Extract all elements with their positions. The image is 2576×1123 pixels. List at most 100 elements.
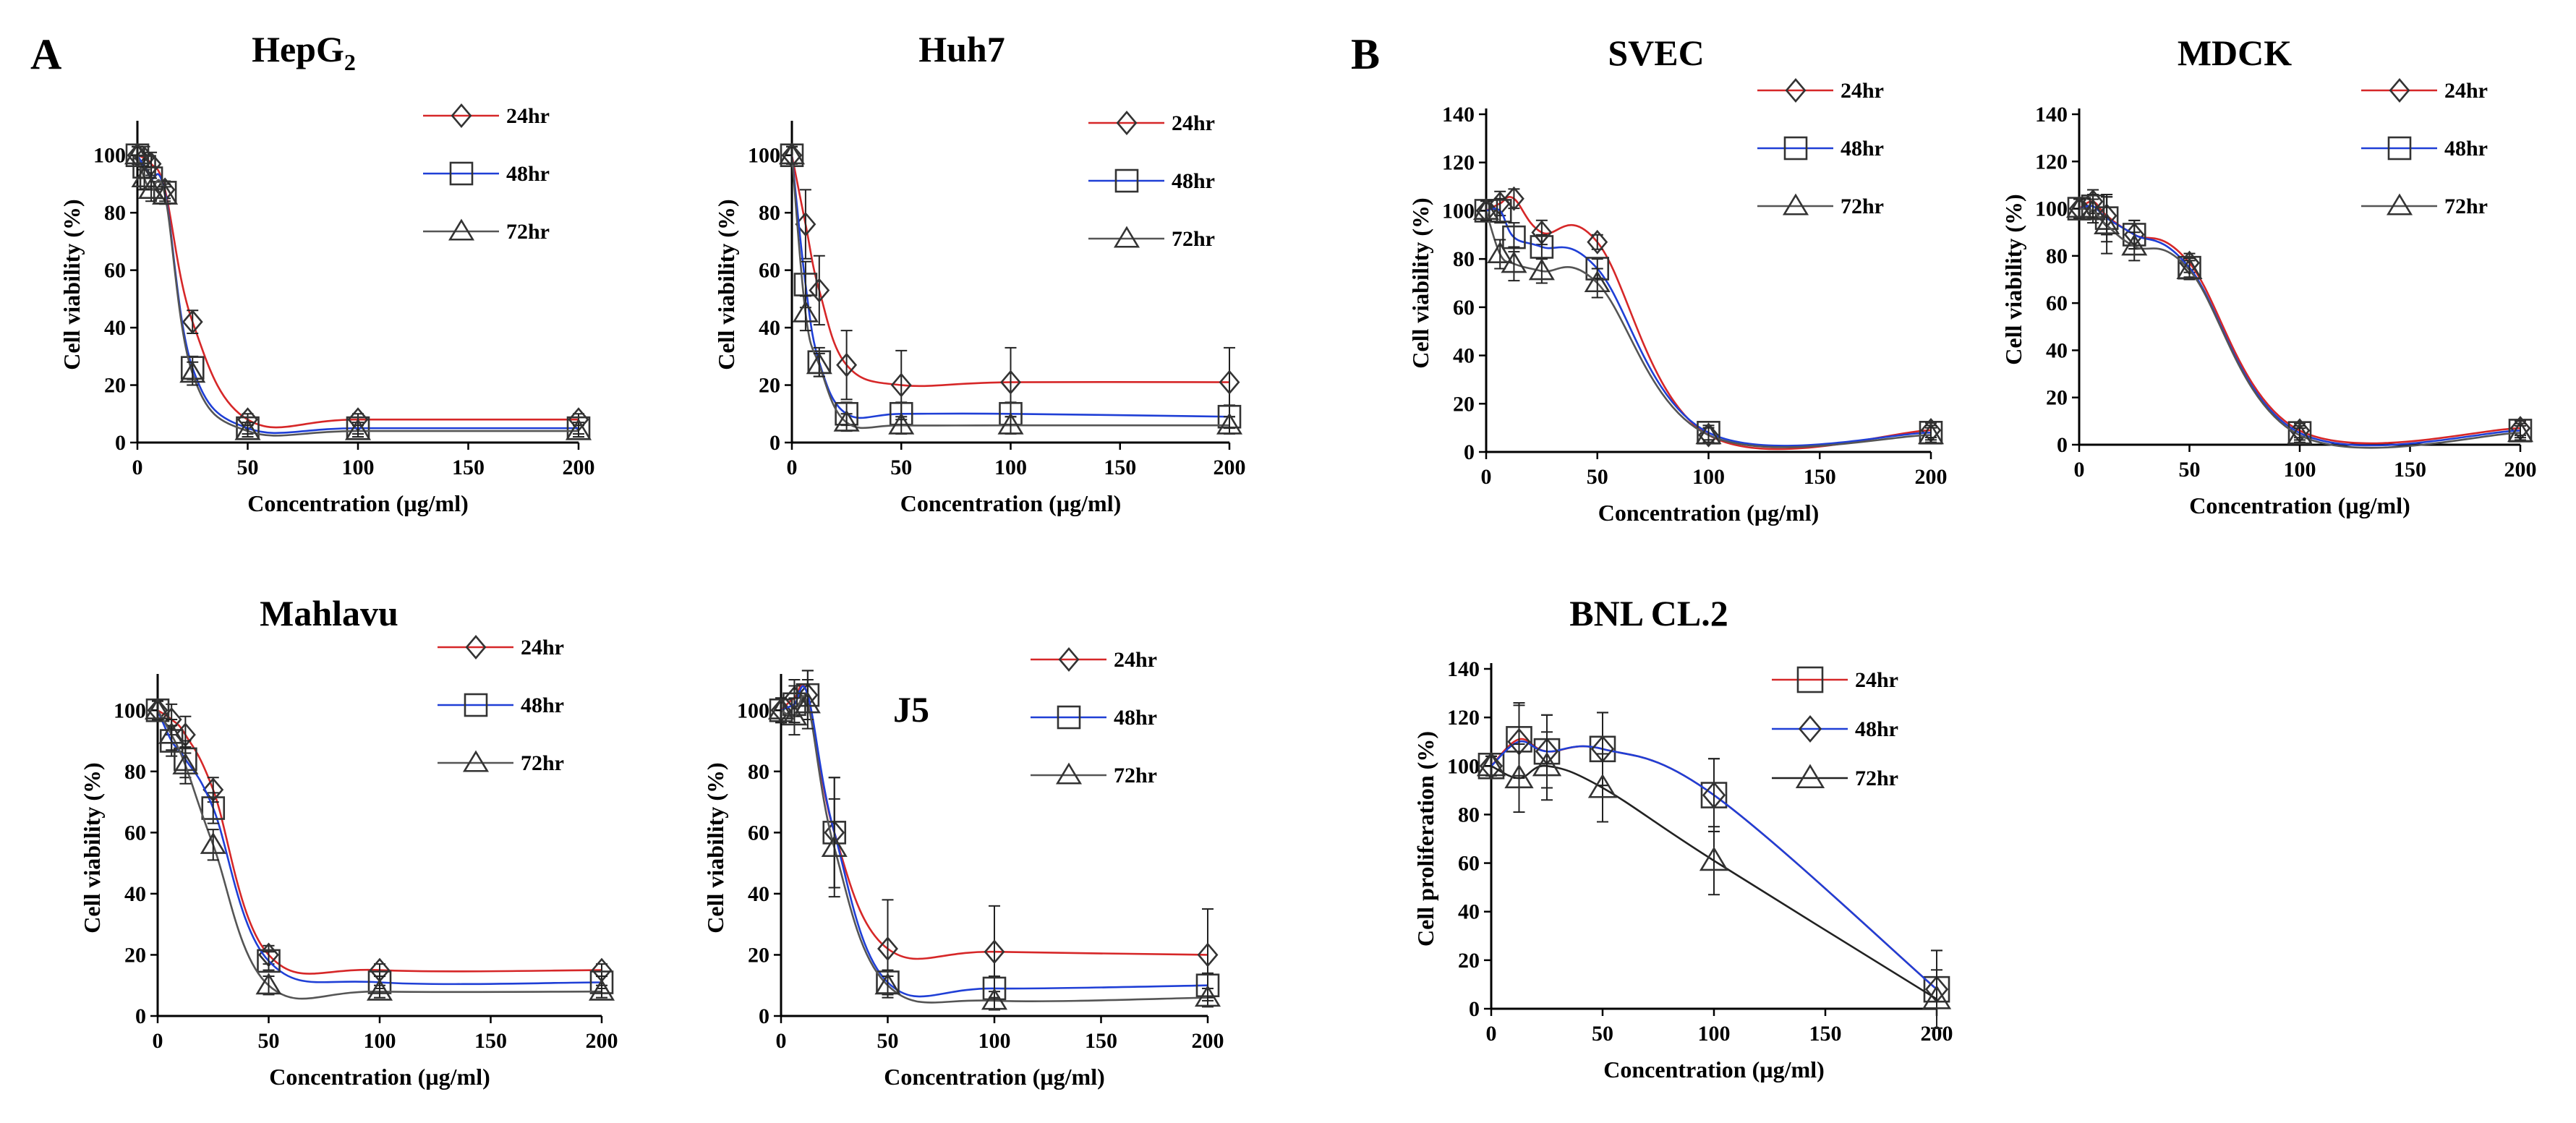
data-point [366, 978, 393, 1001]
legend-marker [1782, 193, 1809, 215]
x-tick-label: 200 [1214, 456, 1246, 479]
y-tick-label: 20 [104, 374, 126, 398]
data-point [1472, 197, 1500, 220]
data-point [179, 361, 206, 383]
x-tick-label: 200 [2504, 458, 2537, 482]
series-line [780, 695, 1208, 1004]
y-tick-label: 80 [759, 201, 780, 225]
legend-label: 24hr [506, 104, 550, 128]
data-point [874, 973, 901, 995]
data-point [1216, 412, 1243, 435]
data-point [2121, 234, 2148, 256]
data-point [794, 691, 821, 714]
legend-label: 48hr [1841, 137, 1884, 161]
x-tick-label: 200 [1915, 465, 1948, 489]
series-24hr: 24hr [1475, 77, 1942, 451]
x-tick-label: 100 [994, 456, 1027, 479]
x-tick-label: 50 [1587, 465, 1608, 489]
legend-label: 24hr [1855, 668, 1898, 692]
data-point [2080, 198, 2107, 221]
x-tick-label: 150 [1104, 456, 1136, 479]
x-tick-label: 50 [237, 456, 259, 479]
x-tick-label: 150 [452, 456, 485, 479]
y-tick-label: 60 [104, 259, 126, 283]
y-tick-label: 0 [769, 431, 780, 455]
legend-marker [1058, 646, 1080, 672]
data-point [1503, 186, 1524, 211]
y-tick-label: 100 [1442, 199, 1475, 223]
series-line [1485, 196, 1932, 451]
data-point [200, 832, 226, 854]
x-tick-label: 0 [787, 456, 798, 479]
legend-marker [462, 750, 490, 772]
y-tick-label: 40 [124, 882, 146, 906]
data-point [997, 412, 1024, 435]
y-tick-label: 40 [104, 316, 126, 340]
data-point [767, 697, 795, 720]
x-tick-label: 100 [364, 1029, 396, 1053]
y-tick-label: 140 [1442, 103, 1475, 127]
legend-marker [1783, 136, 1808, 161]
legend-marker [1785, 77, 1807, 103]
x-tick-label: 50 [1592, 1022, 1613, 1046]
y-tick-label: 40 [759, 316, 780, 340]
y-tick-label: 60 [124, 821, 146, 845]
legend-label: 72hr [1114, 764, 1157, 787]
data-point [152, 182, 179, 205]
series-72hr: 72hr [767, 679, 1221, 1011]
series-line [156, 709, 602, 1000]
y-tick-label: 0 [1464, 440, 1475, 464]
x-tick-label: 150 [2394, 458, 2426, 482]
data-point [1702, 781, 1726, 809]
chart-title: Huh7 [918, 29, 1005, 69]
series-48hr: 48hr [2067, 136, 2533, 447]
data-point [2094, 212, 2120, 234]
series-24hr: 24hr [781, 110, 1240, 421]
data-point [234, 418, 261, 440]
legend-label: 24hr [521, 636, 564, 659]
x-tick-label: 100 [978, 1029, 1011, 1053]
x-tick-label: 0 [153, 1029, 163, 1053]
series-72hr: 72hr [144, 697, 615, 1001]
series-24hr: 24hr [147, 634, 613, 983]
y-axis-label: Cell viability (%) [1407, 197, 1433, 368]
legend-label: 48hr [1855, 717, 1898, 741]
y-tick-label: 80 [124, 760, 146, 784]
y-tick-label: 0 [135, 1004, 146, 1028]
x-axis-label: Concentration (µg/ml) [247, 490, 469, 516]
data-point [1504, 764, 1534, 789]
legend-label: 24hr [1114, 648, 1157, 672]
y-tick-label: 100 [2035, 197, 2068, 221]
data-point [131, 165, 158, 188]
series-72hr: 72hr [778, 142, 1243, 435]
legend-label: 24hr [2444, 79, 2488, 103]
x-tick-label: 150 [1809, 1022, 1842, 1046]
legend-label: 48hr [2444, 137, 2488, 161]
legend-label: 72hr [1841, 195, 1884, 218]
data-point [1695, 422, 1722, 445]
series-line [137, 154, 579, 429]
x-tick-label: 100 [1698, 1022, 1731, 1046]
chart-title: HepG2 [252, 29, 356, 75]
legend-marker [448, 218, 475, 241]
data-point [1528, 258, 1555, 281]
y-tick-label: 140 [2035, 103, 2068, 127]
data-point [888, 412, 915, 435]
data-point [836, 352, 858, 377]
data-point [1219, 370, 1240, 395]
legend-marker [465, 634, 487, 660]
x-tick-label: 50 [258, 1029, 280, 1053]
chart-mdck: MDCK 0 20 40 60 80 100 120 140 0 50 100 150 200 Concen… [2000, 33, 2537, 518]
y-tick-label: 120 [1442, 151, 1475, 175]
legend-label: 48hr [506, 162, 550, 186]
x-axis-label: Concentration (µg/ml) [884, 1064, 1105, 1090]
x-axis-label: Concentration (µg/ml) [900, 490, 1122, 516]
y-tick-label: 0 [1469, 997, 1480, 1021]
series-line [790, 155, 1230, 388]
y-tick-label: 20 [748, 943, 769, 967]
y-tick-label: 20 [1458, 949, 1480, 973]
y-tick-label: 100 [748, 144, 780, 168]
data-point [1476, 751, 1506, 777]
legend-marker [1796, 666, 1824, 693]
